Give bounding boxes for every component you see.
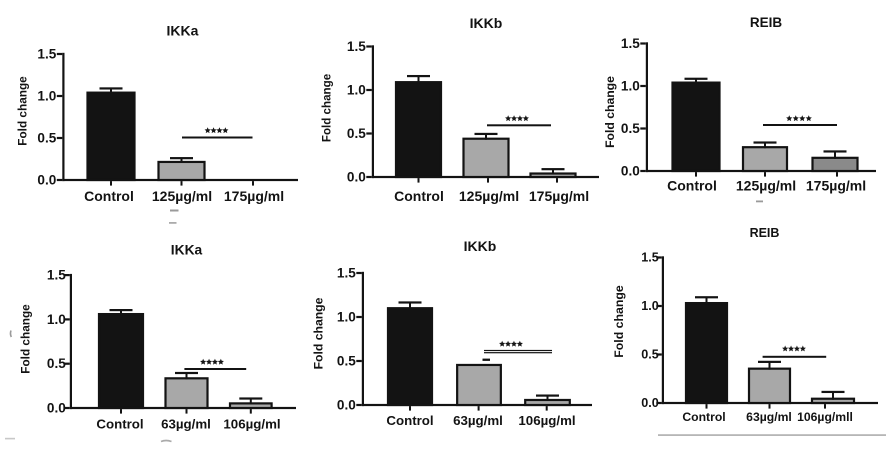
svg-text:1.0: 1.0: [47, 312, 66, 327]
svg-text:1.0: 1.0: [347, 83, 366, 98]
svg-text:106µg/ml: 106µg/ml: [223, 417, 280, 432]
svg-text:0.5: 0.5: [337, 354, 356, 369]
svg-text:0.5: 0.5: [47, 356, 66, 371]
svg-text:0.5: 0.5: [641, 348, 659, 362]
svg-text:175µg/ml: 175µg/ml: [529, 188, 589, 204]
svg-text:Control: Control: [96, 417, 143, 432]
svg-text:125µg/ml: 125µg/ml: [459, 188, 519, 204]
svg-text:1.5: 1.5: [621, 36, 640, 51]
svg-text:0.0: 0.0: [47, 401, 66, 416]
svg-text:IKKa: IKKa: [171, 243, 203, 258]
svg-text:Control: Control: [394, 188, 444, 204]
svg-text:106µg/mll: 106µg/mll: [797, 410, 853, 424]
svg-text:IKKa: IKKa: [167, 23, 199, 39]
svg-text:Control: Control: [667, 178, 717, 194]
svg-text:1.0: 1.0: [621, 79, 640, 94]
svg-text:106µg/ml: 106µg/ml: [518, 413, 575, 428]
svg-text:Fold change: Fold change: [321, 73, 334, 142]
svg-text:REIB: REIB: [750, 15, 783, 30]
svg-text:Control: Control: [84, 188, 134, 204]
svg-text:1.5: 1.5: [337, 266, 356, 281]
svg-text:175µg/ml: 175µg/ml: [224, 188, 284, 204]
svg-text:IKKb: IKKb: [470, 15, 503, 31]
svg-text:1.0: 1.0: [337, 310, 356, 325]
svg-text:0.0: 0.0: [347, 170, 366, 185]
svg-text:Fold change: Fold change: [603, 76, 617, 148]
svg-text:0.0: 0.0: [641, 396, 659, 410]
svg-text:0.5: 0.5: [37, 131, 56, 146]
svg-text:1.5: 1.5: [347, 39, 366, 54]
svg-text:Control: Control: [386, 413, 433, 428]
svg-text:1.0: 1.0: [37, 89, 56, 104]
svg-text:Control: Control: [682, 410, 725, 424]
svg-text:REIB: REIB: [750, 226, 780, 240]
svg-text:0.0: 0.0: [37, 173, 56, 188]
svg-text:IKKb: IKKb: [464, 238, 497, 254]
svg-text:125µg/ml: 125µg/ml: [736, 178, 796, 194]
svg-text:1.5: 1.5: [37, 47, 56, 62]
svg-text:0.5: 0.5: [347, 126, 366, 141]
svg-text:125µg/ml: 125µg/ml: [152, 188, 212, 204]
svg-text:1.5: 1.5: [641, 251, 659, 265]
svg-text:1.5: 1.5: [47, 268, 66, 283]
svg-text:175µg/ml: 175µg/ml: [806, 178, 866, 194]
svg-text:0.0: 0.0: [337, 398, 356, 413]
svg-text:Fold change: Fold change: [15, 76, 29, 146]
svg-text:1.0: 1.0: [641, 299, 659, 313]
svg-text:63µg/ml: 63µg/ml: [746, 410, 792, 424]
svg-text:63µg/ml: 63µg/ml: [453, 413, 503, 428]
svg-text:0.0: 0.0: [621, 164, 640, 179]
svg-text:0.5: 0.5: [621, 121, 640, 136]
svg-text:Fold change: Fold change: [18, 304, 32, 374]
svg-text:63µg/ml: 63µg/ml: [161, 417, 211, 432]
svg-text:Fold change: Fold change: [312, 297, 326, 369]
svg-text:Fold change: Fold change: [612, 285, 626, 358]
